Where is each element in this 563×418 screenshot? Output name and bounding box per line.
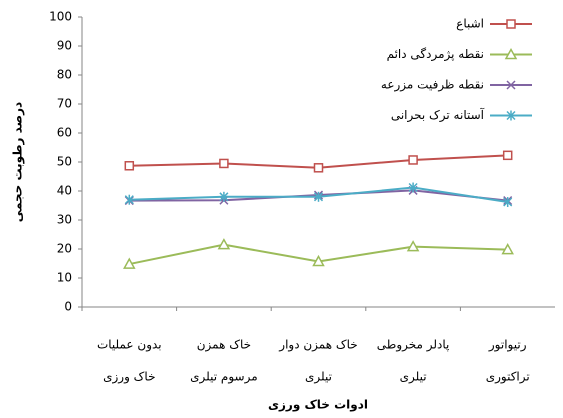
marker bbox=[219, 158, 229, 169]
y-tick-label: 30 bbox=[57, 213, 72, 227]
marker bbox=[219, 191, 229, 202]
marker bbox=[506, 80, 516, 90]
x-tick-label: پادلر مخروطی bbox=[377, 338, 450, 353]
x-tick-label: مرسوم تیلری bbox=[190, 370, 258, 385]
marker bbox=[502, 150, 513, 161]
x-tick-label: تیلری bbox=[305, 370, 332, 385]
marker bbox=[504, 47, 518, 60]
marker bbox=[506, 110, 516, 121]
marker-shape bbox=[408, 155, 418, 165]
x-axis-title: ادوات خاک ورزی bbox=[268, 398, 368, 413]
marker bbox=[124, 161, 135, 171]
y-tick-label: 50 bbox=[57, 155, 72, 169]
marker-shape bbox=[406, 240, 420, 252]
x-tick-label: خاک ورزی bbox=[103, 370, 155, 385]
x-tick-label: تراکتوری bbox=[486, 370, 530, 385]
marker bbox=[312, 254, 325, 267]
y-tick-label: 90 bbox=[57, 39, 72, 53]
marker-shape bbox=[502, 150, 513, 161]
x-tick-label: رتیواتور bbox=[488, 338, 527, 353]
y-tick-label: 60 bbox=[57, 126, 72, 140]
marker bbox=[501, 243, 514, 255]
x-tick-label: تیلری bbox=[400, 370, 427, 385]
marker bbox=[217, 238, 231, 250]
legend-label: آستانه ترک بحرانی bbox=[391, 107, 485, 123]
marker bbox=[313, 163, 324, 173]
y-tick-label: 40 bbox=[57, 184, 72, 198]
marker-shape bbox=[219, 158, 229, 169]
marker bbox=[506, 19, 516, 29]
marker-shape bbox=[504, 47, 518, 60]
marker bbox=[124, 194, 134, 205]
legend-label: نقطه پژمردگی دائم bbox=[387, 47, 484, 62]
marker-shape bbox=[217, 238, 231, 250]
y-tick-label: 20 bbox=[57, 242, 72, 256]
y-tick-label: 100 bbox=[49, 10, 72, 24]
marker-shape bbox=[124, 161, 135, 171]
marker bbox=[408, 182, 418, 193]
marker bbox=[406, 240, 420, 252]
x-tick-label: خاک همزن دوار bbox=[278, 338, 357, 353]
marker bbox=[123, 257, 136, 269]
marker-shape bbox=[313, 163, 324, 173]
y-tick-label: 10 bbox=[57, 271, 72, 285]
marker bbox=[503, 197, 513, 208]
legend-label: اشباع bbox=[456, 17, 484, 31]
y-tick-label: 70 bbox=[57, 97, 72, 111]
marker-shape bbox=[312, 254, 325, 267]
legend-label: نقطه ظرفیت مزرعه bbox=[381, 78, 484, 93]
marker-shape bbox=[506, 80, 516, 90]
x-tick-label: بدون عملیات bbox=[97, 338, 162, 353]
marker-shape bbox=[501, 243, 514, 255]
y-tick-label: 0 bbox=[64, 300, 72, 314]
y-tick-label: 80 bbox=[57, 68, 72, 82]
marker-shape bbox=[506, 19, 516, 29]
x-tick-label: خاک همزن bbox=[197, 338, 251, 353]
y-axis-title: درصد رطوبت حجمی bbox=[11, 102, 26, 222]
marker-shape bbox=[123, 257, 136, 269]
marker bbox=[313, 191, 324, 202]
marker bbox=[408, 155, 418, 165]
